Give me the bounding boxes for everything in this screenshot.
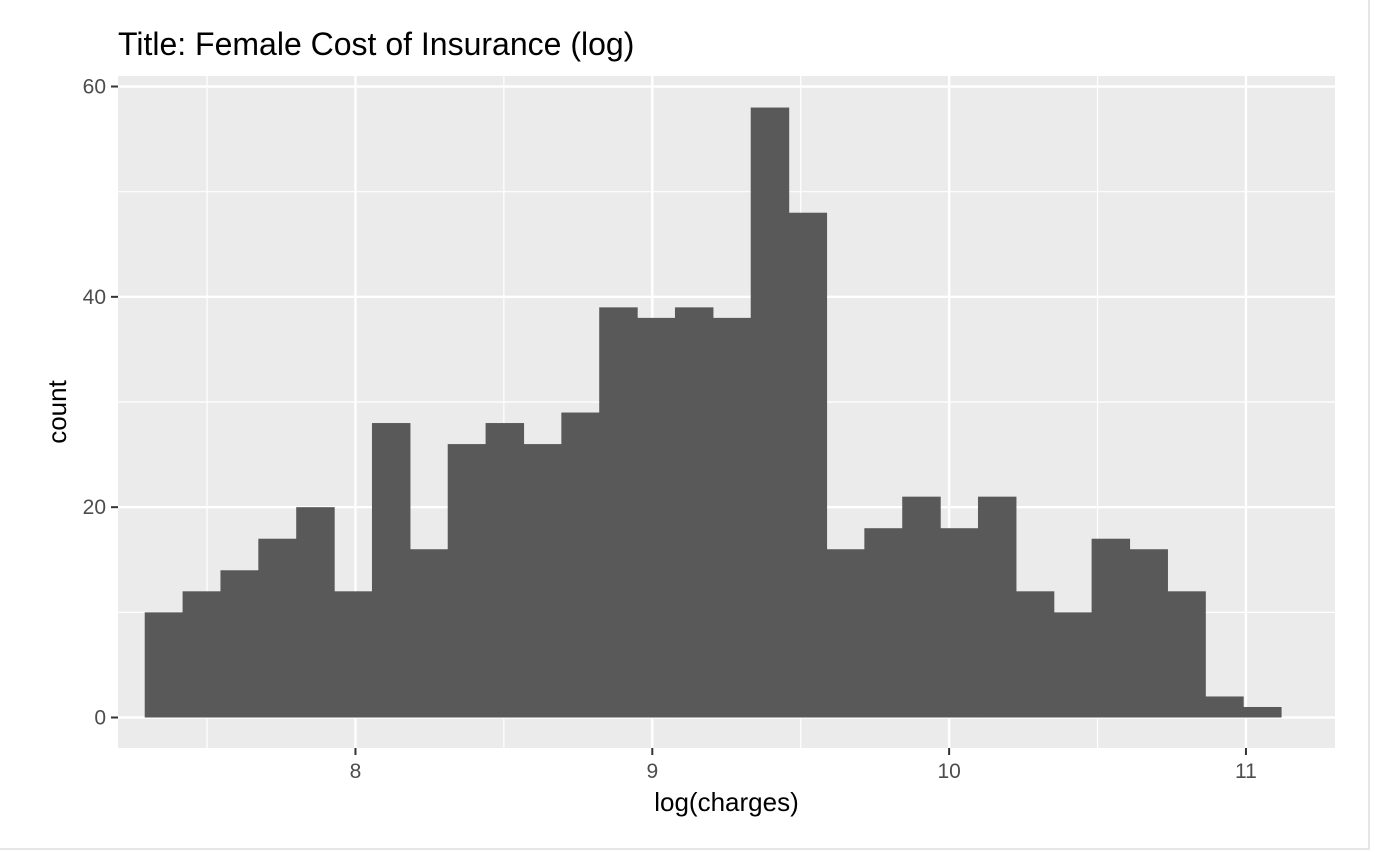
histogram-bar: [940, 528, 979, 718]
histogram-bar: [1167, 591, 1206, 718]
histogram-bar: [409, 549, 449, 718]
histogram-bar: [1053, 612, 1093, 718]
histogram-bar: [258, 538, 297, 718]
y-axis: 0 20 40 60: [83, 76, 118, 730]
histogram-bar: [637, 317, 676, 718]
histogram-bar: [144, 612, 184, 718]
y-axis-title: count: [42, 379, 72, 443]
histogram-bar: [523, 444, 562, 718]
histogram-bar: [371, 423, 411, 718]
y-tick-label: 60: [83, 76, 106, 99]
histogram-bar: [674, 307, 714, 718]
x-tick-label: 8: [350, 760, 362, 783]
histogram-bar: [296, 507, 335, 718]
histogram-bar: [864, 528, 903, 718]
histogram-bar: [334, 591, 373, 718]
histogram-bar: [788, 212, 828, 718]
histogram-bar: [826, 549, 865, 718]
histogram-bar: [902, 496, 941, 718]
y-tick-label: 40: [83, 286, 106, 309]
y-tick-label: 20: [83, 496, 106, 519]
x-axis-title: log(charges): [654, 787, 799, 817]
x-axis: 8 9 10 11: [350, 748, 1257, 783]
histogram-bars: [144, 107, 1282, 718]
histogram-bar: [599, 307, 638, 718]
histogram-bar: [220, 570, 259, 718]
histogram-bar: [750, 107, 790, 718]
chart-title: Title: Female Cost of Insurance (log): [118, 26, 635, 62]
histogram-bar: [182, 591, 222, 718]
histogram-bar: [561, 412, 600, 718]
histogram-bar: [977, 496, 1017, 718]
x-tick-label: 9: [646, 760, 658, 783]
histogram-bar: [447, 444, 487, 718]
histogram-bar: [1091, 538, 1131, 718]
histogram-bar: [485, 423, 525, 718]
x-tick-label: 11: [1235, 760, 1257, 783]
histogram-bar: [712, 317, 752, 718]
y-tick-label: 0: [94, 707, 106, 730]
histogram-bar: [1015, 591, 1055, 718]
histogram-bar: [1129, 549, 1168, 718]
histogram-bar: [1205, 696, 1244, 718]
x-tick-label: 10: [937, 760, 960, 783]
histogram-bar: [1243, 706, 1282, 718]
